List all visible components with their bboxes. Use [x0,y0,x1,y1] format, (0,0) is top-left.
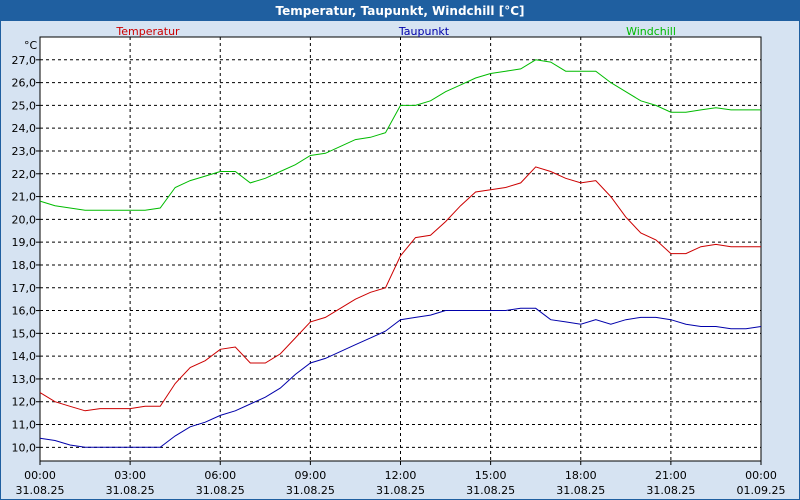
y-tick-label: 23,0 [12,145,37,158]
x-tick-time-label: 15:00 [475,469,507,482]
x-tick-time-label: 21:00 [655,469,687,482]
series-layer [39,59,762,448]
x-tick-time-label: 00:00 [24,469,56,482]
x-tick-date-label: 31.08.25 [196,484,245,497]
legend-temperatur: Temperatur [115,25,180,38]
x-tick-date-label: 31.08.25 [466,484,515,497]
y-tick-label: 14,0 [12,350,37,363]
y-tick-label: 17,0 [12,282,37,295]
y-tick-label: 15,0 [12,327,37,340]
x-tick-time-label: 09:00 [295,469,327,482]
series-line-taupunkt [39,307,762,448]
y-tick-label: 13,0 [12,373,37,386]
x-tick-date-label: 31.08.25 [556,484,605,497]
y-tick-label: 10,0 [12,441,37,454]
y-tick-label: 16,0 [12,305,37,318]
x-tick-date-label: 31.08.25 [16,484,65,497]
y-tick-label: 25,0 [12,99,37,112]
x-tick-date-label: 31.08.25 [106,484,155,497]
y-tick-label: 24,0 [12,122,37,135]
x-tick-time-label: 18:00 [565,469,597,482]
x-tick-date-label: 31.08.25 [286,484,335,497]
grid-lines [40,37,761,461]
y-tick-label: 27,0 [12,54,37,67]
y-tick-label: 22,0 [12,168,37,181]
chart-title: Temperatur, Taupunkt, Windchill [°C] [1,1,799,21]
series-line-windchill [39,59,761,211]
legend-windchill: Windchill [626,25,676,38]
y-tick-label: 18,0 [12,259,37,272]
x-tick-date-label: 31.08.25 [376,484,425,497]
x-tick-time-label: 03:00 [114,469,146,482]
y-tick-label: 12,0 [12,396,37,409]
x-tick-date-label: 31.08.25 [646,484,695,497]
x-tick-date-label: 01.09.25 [737,484,786,497]
y-tick-label: 11,0 [12,419,37,432]
y-tick-label: 26,0 [12,77,37,90]
x-tick-time-label: 06:00 [204,469,236,482]
legend: Temperatur Taupunkt Windchill [115,25,676,38]
x-tick-time-label: 00:00 [745,469,777,482]
y-tick-label: 21,0 [12,191,37,204]
legend-taupunkt: Taupunkt [398,25,450,38]
y-tick-label: 20,0 [12,213,37,226]
series-line-temperatur [39,166,761,412]
x-tick-time-label: 12:00 [385,469,417,482]
axis-layer: 10,0 11,0 12,0 13,0 14,0 15,0 16,0 17,0 18,0 19,0… [12,54,786,497]
y-tick-label: 19,0 [12,236,37,249]
y-axis-unit-label: °C [24,39,38,52]
